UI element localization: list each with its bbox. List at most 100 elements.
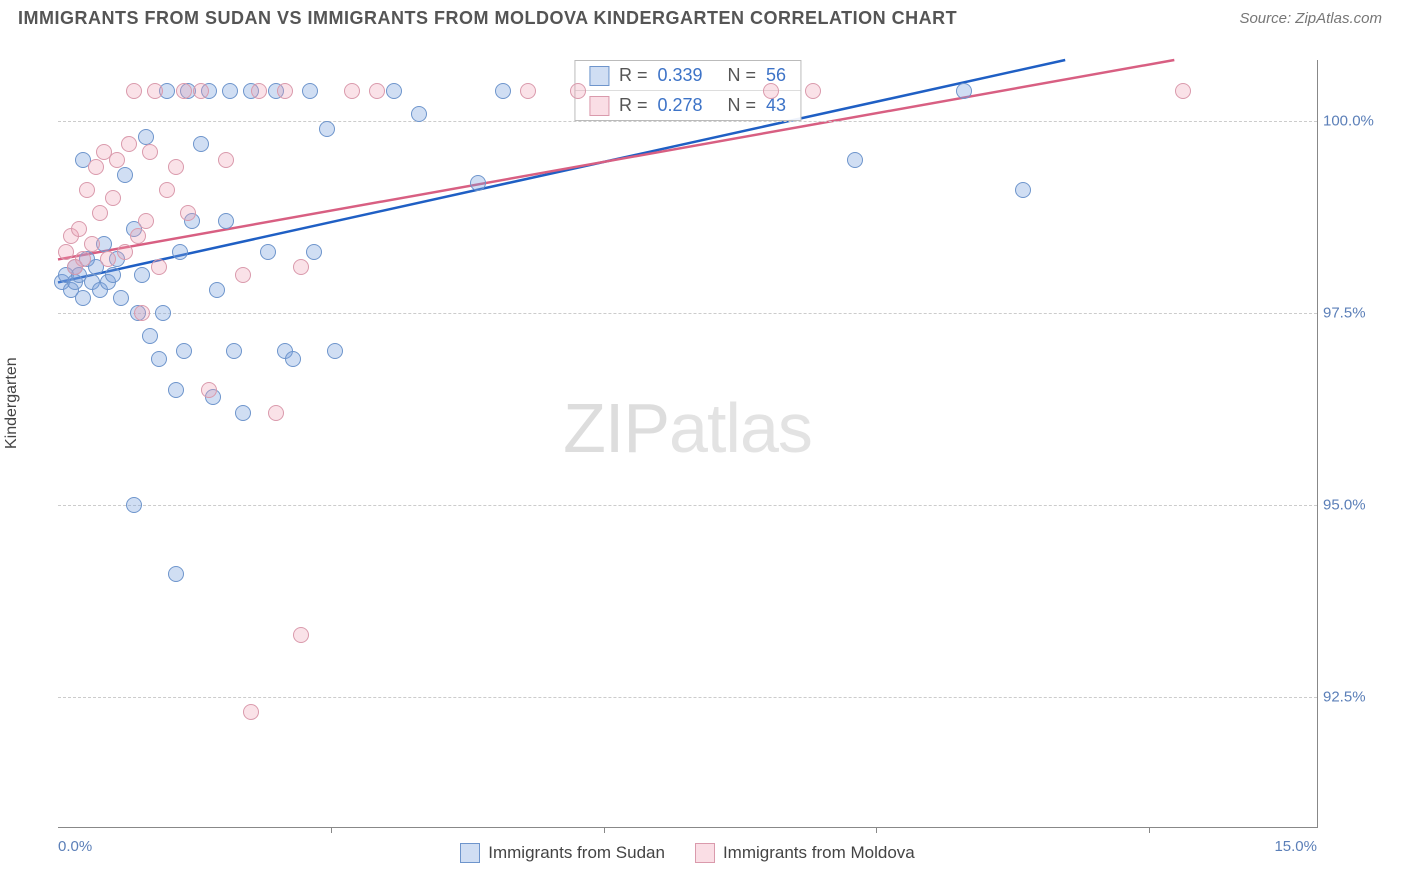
scatter-point-sudan [138, 129, 154, 145]
scatter-point-moldova [84, 236, 100, 252]
legend-item-moldova: Immigrants from Moldova [695, 843, 915, 863]
scatter-point-moldova [121, 136, 137, 152]
y-tick-label: 95.0% [1323, 496, 1381, 513]
scatter-point-sudan [319, 121, 335, 137]
scatter-point-moldova [243, 704, 259, 720]
scatter-point-moldova [293, 259, 309, 275]
gridline-h [58, 505, 1317, 506]
x-minor-tick [604, 827, 605, 833]
r-label: R = [619, 65, 648, 86]
scatter-point-sudan [495, 83, 511, 99]
scatter-point-moldova [109, 152, 125, 168]
n-label: N = [728, 95, 757, 116]
scatter-point-sudan [168, 382, 184, 398]
scatter-point-moldova [218, 152, 234, 168]
scatter-point-moldova [369, 83, 385, 99]
r-value-sudan: 0.339 [657, 65, 702, 86]
scatter-point-sudan [168, 566, 184, 582]
scatter-point-sudan [155, 305, 171, 321]
gridline-h [58, 697, 1317, 698]
scatter-point-moldova [268, 405, 284, 421]
plot-area: ZIPatlas R = 0.339 N = 56 R = 0.278 N = … [58, 60, 1318, 828]
scatter-point-moldova [92, 205, 108, 221]
scatter-point-moldova [138, 213, 154, 229]
watermark: ZIPatlas [563, 388, 812, 468]
scatter-point-moldova [176, 83, 192, 99]
legend-label-moldova: Immigrants from Moldova [723, 843, 915, 863]
scatter-point-moldova [193, 83, 209, 99]
scatter-point-moldova [147, 83, 163, 99]
r-value-moldova: 0.278 [657, 95, 702, 116]
scatter-point-sudan [126, 497, 142, 513]
scatter-point-moldova [344, 83, 360, 99]
scatter-point-moldova [151, 259, 167, 275]
gridline-h [58, 313, 1317, 314]
scatter-point-sudan [956, 83, 972, 99]
scatter-point-sudan [847, 152, 863, 168]
y-axis-label: Kindergarten [3, 357, 21, 449]
swatch-sudan [589, 66, 609, 86]
scatter-point-moldova [71, 221, 87, 237]
scatter-point-sudan [470, 175, 486, 191]
x-tick-label: 0.0% [58, 838, 92, 855]
scatter-point-sudan [113, 290, 129, 306]
scatter-point-moldova [58, 244, 74, 260]
n-label: N = [728, 65, 757, 86]
x-tick-label: 15.0% [1274, 838, 1317, 855]
legend-label-sudan: Immigrants from Sudan [488, 843, 665, 863]
scatter-point-sudan [222, 83, 238, 99]
scatter-point-moldova [100, 251, 116, 267]
scatter-point-moldova [520, 83, 536, 99]
scatter-point-moldova [293, 627, 309, 643]
scatter-point-moldova [805, 83, 821, 99]
x-minor-tick [1149, 827, 1150, 833]
chart-container: Kindergarten ZIPatlas R = 0.339 N = 56 R… [18, 46, 1388, 874]
gridline-h [58, 121, 1317, 122]
scatter-point-sudan [302, 83, 318, 99]
scatter-point-moldova [79, 182, 95, 198]
scatter-point-moldova [763, 83, 779, 99]
scatter-point-sudan [142, 328, 158, 344]
scatter-point-moldova [142, 144, 158, 160]
scatter-point-moldova [180, 205, 196, 221]
scatter-point-sudan [151, 351, 167, 367]
source-attribution: Source: ZipAtlas.com [1239, 10, 1382, 27]
scatter-point-moldova [130, 228, 146, 244]
scatter-point-sudan [117, 167, 133, 183]
x-minor-tick [331, 827, 332, 833]
scatter-point-sudan [209, 282, 225, 298]
watermark-sub: atlas [669, 389, 812, 467]
scatter-point-sudan [327, 343, 343, 359]
scatter-point-sudan [285, 351, 301, 367]
scatter-point-moldova [570, 83, 586, 99]
scatter-point-sudan [134, 267, 150, 283]
legend-item-sudan: Immigrants from Sudan [460, 843, 665, 863]
chart-title: IMMIGRANTS FROM SUDAN VS IMMIGRANTS FROM… [18, 8, 957, 29]
r-label: R = [619, 95, 648, 116]
legend-swatch-sudan [460, 843, 480, 863]
scatter-point-sudan [386, 83, 402, 99]
scatter-point-sudan [235, 405, 251, 421]
scatter-point-sudan [176, 343, 192, 359]
scatter-point-sudan [260, 244, 276, 260]
scatter-point-moldova [134, 305, 150, 321]
watermark-main: ZIP [563, 389, 669, 467]
scatter-point-moldova [235, 267, 251, 283]
swatch-moldova [589, 96, 609, 116]
scatter-point-sudan [1015, 182, 1031, 198]
scatter-point-moldova [126, 83, 142, 99]
scatter-point-sudan [75, 290, 91, 306]
scatter-point-moldova [117, 244, 133, 260]
scatter-point-moldova [168, 159, 184, 175]
y-tick-label: 100.0% [1323, 113, 1381, 130]
scatter-point-moldova [159, 182, 175, 198]
scatter-point-moldova [105, 190, 121, 206]
legend: Immigrants from Sudan Immigrants from Mo… [58, 843, 1317, 863]
scatter-point-moldova [251, 83, 267, 99]
legend-swatch-moldova [695, 843, 715, 863]
scatter-point-moldova [1175, 83, 1191, 99]
y-tick-label: 97.5% [1323, 305, 1381, 322]
scatter-point-sudan [411, 106, 427, 122]
scatter-point-moldova [75, 251, 91, 267]
x-minor-tick [876, 827, 877, 833]
